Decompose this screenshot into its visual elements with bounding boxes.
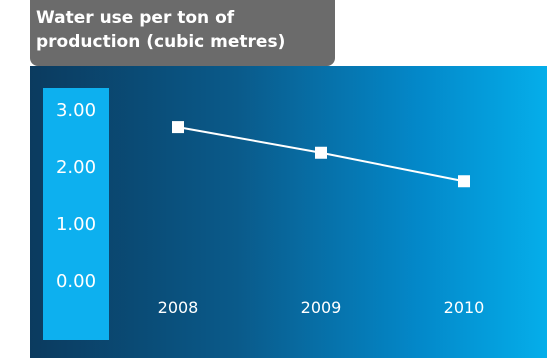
- data-point-marker: [458, 175, 470, 188]
- x-tick-label: 2008: [158, 298, 199, 317]
- chart-title-tab: Water use per ton of production (cubic m…: [30, 0, 335, 66]
- y-tick-label: 1.00: [56, 214, 96, 235]
- x-tick-label: 2010: [444, 298, 485, 317]
- chart-title-line-1: Water use per ton of: [36, 8, 235, 28]
- data-point-marker: [172, 121, 184, 134]
- x-tick-label: 2009: [301, 298, 342, 317]
- y-tick-label: 0.00: [56, 271, 96, 292]
- chart-title-line-2: production (cubic metres): [36, 32, 286, 52]
- data-point-marker: [315, 146, 327, 159]
- y-tick-label: 3.00: [56, 100, 96, 121]
- y-tick-label: 2.00: [56, 157, 96, 178]
- chart-panel: [30, 66, 547, 358]
- y-axis-bar: [43, 88, 109, 340]
